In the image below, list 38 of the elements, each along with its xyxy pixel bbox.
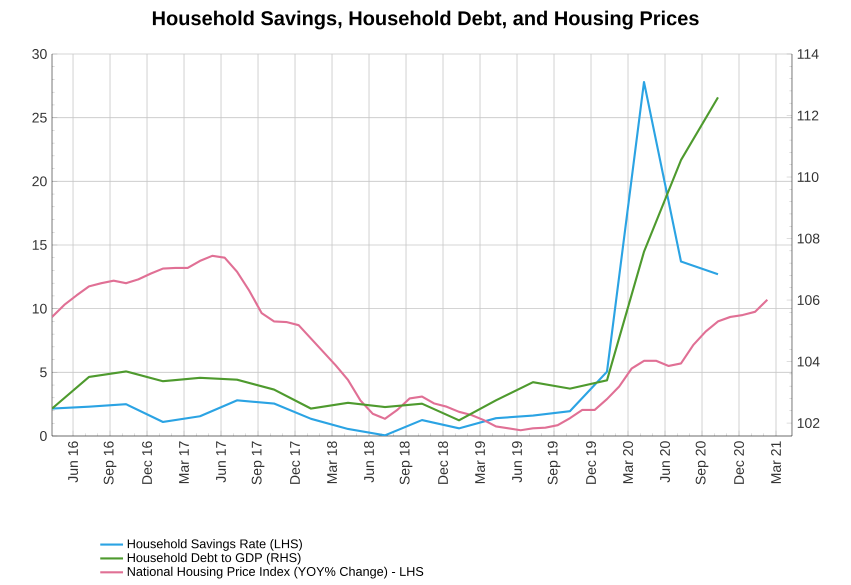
y2-tick-label: 114	[798, 49, 819, 59]
x-tick-label: Jun 18	[364, 441, 374, 483]
x-tick-label: Jun 19	[512, 441, 522, 483]
x-tick-label: Dec 16	[142, 441, 152, 484]
x-tick-label: Sep 19	[548, 441, 560, 484]
x-tick-label: Mar 19	[475, 441, 485, 484]
y2-tick-label: 110	[798, 172, 818, 182]
y-tick-label: 0	[40, 431, 47, 441]
x-tick-label: Mar 21	[771, 441, 781, 484]
chart-title: Household Savings, Household Debt, and Housing Prices	[152, 10, 699, 30]
x-tick-label: Dec 18	[438, 441, 448, 484]
x-tick-label: Dec 20	[734, 441, 744, 484]
y2-tick-label: 108	[798, 234, 820, 244]
y-tick-label: 30	[32, 49, 47, 59]
x-tick-label: Jun 20	[660, 441, 670, 483]
x-tick-label: Mar 18	[327, 441, 337, 484]
x-tick-label: Jun 17	[216, 441, 226, 483]
y-tick-label: 15	[32, 240, 47, 250]
x-tick-label: Sep 18	[400, 441, 412, 484]
x-tick-label: Dec 19	[586, 441, 596, 484]
y2-tick-label: 104	[798, 356, 820, 367]
x-tick-label: Mar 20	[623, 441, 633, 484]
y-tick-label: 5	[40, 367, 47, 378]
x-tick-label: Sep 17	[252, 441, 264, 484]
legend-label: Household Savings Rate (LHS)	[128, 539, 302, 551]
legend-label: Household Debt to GDP (RHS)	[128, 552, 301, 565]
x-tick-label: Dec 17	[290, 441, 300, 484]
y2-tick-label: 112	[798, 110, 818, 120]
x-tick-label: Jun 16	[68, 441, 78, 483]
y-tick-label: 20	[32, 176, 47, 186]
y-tick-label: 10	[32, 304, 47, 314]
x-tick-label: Sep 16	[104, 441, 116, 484]
x-tick-label: Sep 20	[696, 441, 708, 484]
y2-tick-label: 106	[798, 295, 820, 306]
y2-tick-label: 102	[798, 418, 820, 428]
x-tick-label: Mar 17	[179, 441, 189, 484]
y-tick-label: 25	[32, 112, 47, 123]
legend-label: National Housing Price Index (YOY% Change) - LHS	[128, 566, 424, 579]
